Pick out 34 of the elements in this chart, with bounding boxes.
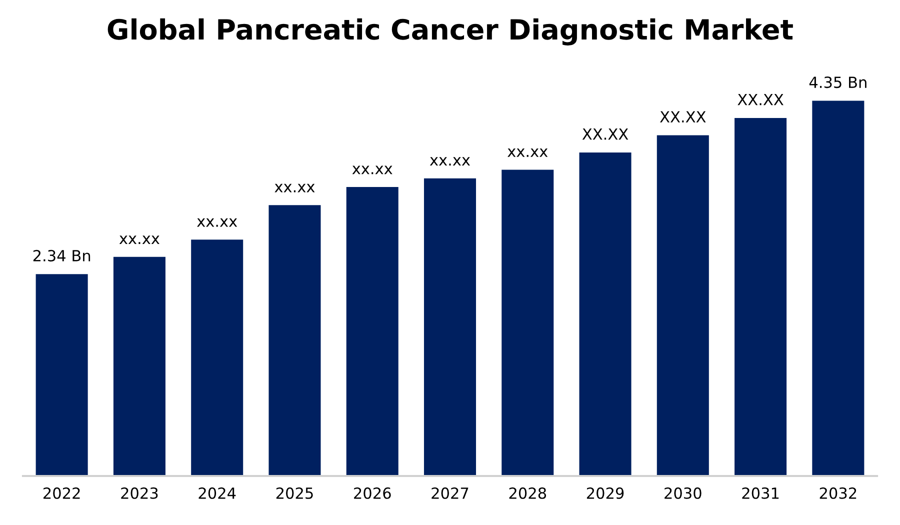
bar (502, 170, 554, 476)
x-tick-label: 2024 (198, 487, 236, 499)
x-tick-label: 2023 (121, 487, 158, 499)
data-label: 2.34 Bn (33, 250, 90, 262)
x-tick-label: 2031 (742, 487, 779, 499)
x-tick-label: 2030 (664, 487, 702, 499)
x-tick-label: 2028 (509, 487, 546, 499)
bar (579, 152, 632, 476)
x-tick-label: 2026 (354, 487, 391, 499)
bar (734, 118, 787, 476)
bar (191, 240, 244, 476)
chart-title: Global Pancreatic Cancer Diagnostic Market (108, 18, 793, 46)
data-label: xx.xx (197, 218, 238, 227)
x-tick-label: 2027 (432, 487, 468, 499)
data-label: xx.xx (119, 236, 160, 244)
bar (36, 274, 88, 476)
data-label: xx.xx (274, 184, 315, 192)
x-tick-label: 2025 (276, 487, 313, 499)
bar (346, 187, 398, 476)
x-tick-label: 2032 (820, 487, 856, 499)
data-label: xx.xx (430, 157, 470, 166)
data-label: XX.XX (738, 94, 784, 106)
x-tick-label: 2029 (586, 487, 624, 499)
bar (656, 135, 709, 476)
x-tick-label: 2022 (43, 487, 80, 499)
bar (113, 256, 166, 476)
data-label: 4.35 Bn (809, 76, 866, 88)
data-label: XX.XX (582, 128, 628, 140)
data-label: xx.xx (508, 148, 548, 157)
bar (268, 205, 321, 476)
data-label: XX.XX (660, 111, 706, 122)
bar (424, 178, 476, 476)
data-label: xx.xx (352, 166, 392, 174)
bar (812, 100, 864, 476)
